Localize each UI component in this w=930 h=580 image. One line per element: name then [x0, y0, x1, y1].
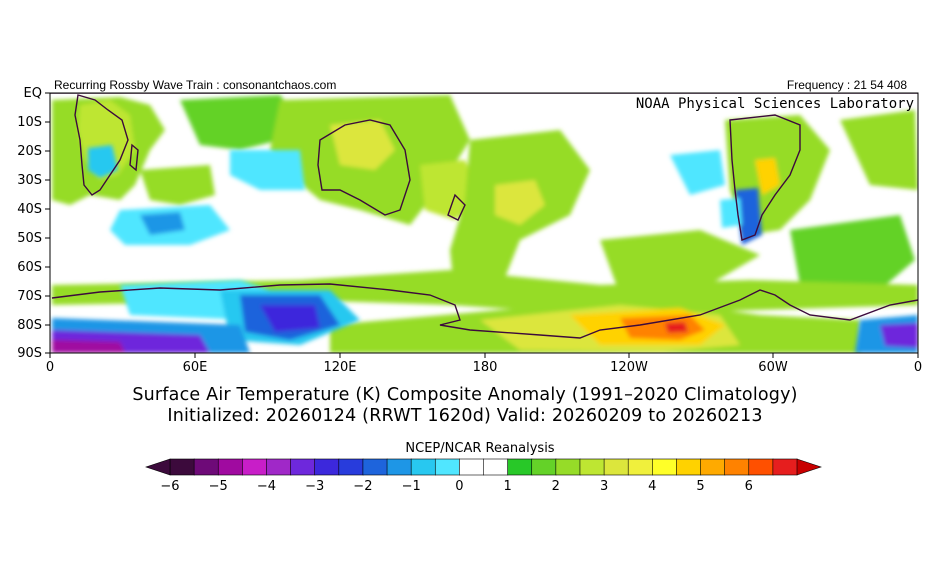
- lon-ticks: [49, 353, 919, 358]
- coastline-africa: [74, 94, 129, 196]
- cool-region-weddell-core: [880, 323, 918, 348]
- cool-region-east-antarctica-core: [260, 305, 320, 332]
- colorbar-swatch: [193, 458, 219, 476]
- warm-region-south-atlantic-east: [790, 215, 915, 290]
- colorbar-swatch: [217, 458, 243, 476]
- warm-anomalies: [52, 95, 918, 353]
- coastline-new-zealand: [447, 193, 466, 221]
- map-frame: [49, 92, 919, 354]
- colorbar-swatch: [483, 458, 509, 476]
- lat-label-50s: 50S: [17, 231, 42, 246]
- colorbar-swatch: [555, 458, 581, 476]
- colorbar-swatch: [314, 458, 340, 476]
- lat-label-30s: 30S: [17, 173, 42, 188]
- colorbar-swatch: [507, 458, 533, 476]
- warm-region-australia-core: [330, 120, 395, 170]
- colorbar-swatch: [290, 458, 316, 476]
- cool-region-east-indian: [230, 150, 305, 190]
- lat-label-eq: EQ: [23, 86, 42, 101]
- colorbar-swatch: [338, 458, 364, 476]
- colorbar-tick-label: −1: [401, 479, 421, 494]
- colorbar-tick-label: −2: [353, 479, 373, 494]
- warm-region-indian-ocean: [140, 165, 215, 205]
- lat-label-10s: 10S: [17, 115, 42, 130]
- colorbar-swatch: [459, 458, 485, 476]
- lat-label-70s: 70S: [17, 289, 42, 304]
- coastline-antarctica: [51, 283, 918, 339]
- warm-region-south-pacific-core: [495, 180, 545, 225]
- lat-label-80s: 80S: [17, 318, 42, 333]
- colorbar-max-arrow: [796, 458, 822, 476]
- lon-label-120e: 120E: [323, 360, 357, 375]
- lon-label-0-right: 0: [913, 360, 923, 375]
- warm-region-west-indian: [180, 95, 300, 150]
- colorbar-tick-label: 3: [599, 479, 609, 494]
- lon-label-120w: 120W: [610, 360, 648, 375]
- cool-region-pacific: [670, 150, 725, 195]
- colorbar: [145, 458, 822, 476]
- lat-ticks: [45, 92, 50, 354]
- lon-label-60e: 60E: [182, 360, 208, 375]
- colorbar-tick-label: 1: [503, 479, 512, 494]
- colorbar-swatch: [748, 458, 774, 476]
- warm-region-east-pacific: [600, 230, 760, 295]
- colorbar-tick-label: 6: [744, 479, 753, 494]
- cool-region-patagonia: [735, 188, 762, 245]
- coastline-australia: [317, 119, 411, 216]
- colorbar-swatch: [434, 458, 460, 476]
- colorbar-swatch: [724, 458, 750, 476]
- colorbar-tick-label: −3: [305, 479, 325, 494]
- colorbar-swatch: [362, 458, 388, 476]
- cool-band-antarctic-coast-core: [52, 340, 125, 353]
- anomaly-field: [50, 93, 918, 353]
- warm-region-west-antarctica-core: [620, 315, 705, 340]
- colorbar-tick-label: 4: [648, 479, 657, 494]
- warm-band-southern-ocean: [52, 270, 918, 315]
- colorbar-tick-label: −4: [256, 479, 277, 494]
- header-source-text: Recurring Rossby Wave Train : consonantc…: [54, 78, 337, 92]
- figure-title-line-2: Initialized: 20260124 (RRWT 1620d) Valid…: [167, 406, 763, 426]
- colorbar-tick-label: −6: [160, 479, 180, 494]
- header-frequency-text: Frequency : 21 54 408: [786, 78, 907, 92]
- colorbar-swatch: [603, 458, 629, 476]
- colorbar-tick-label: 0: [455, 479, 464, 494]
- colorbar-min-arrow: [145, 458, 171, 476]
- lon-label-60w: 60W: [758, 360, 788, 375]
- warm-peak: [665, 322, 688, 333]
- colorbar-tick-label: −5: [208, 479, 228, 494]
- lon-label-0-left: 0: [45, 360, 55, 375]
- warm-region-far-east: [840, 110, 918, 190]
- lon-label-180: 180: [472, 360, 498, 375]
- colorbar-swatch: [531, 458, 557, 476]
- colorbar-swatch: [772, 458, 798, 476]
- colorbar-tick-label: 5: [696, 479, 705, 494]
- cool-anomalies: [52, 145, 918, 353]
- colorbar-swatch: [627, 458, 653, 476]
- coastlines: [51, 94, 918, 339]
- colorbar-swatch: [700, 458, 726, 476]
- colorbar-swatch: [242, 458, 268, 476]
- figure-title-line-1: Surface Air Temperature (K) Composite An…: [132, 385, 798, 405]
- colorbar-swatch: [410, 458, 436, 476]
- colorbar-swatch: [169, 458, 195, 476]
- coastline-south-america: [729, 114, 801, 241]
- cool-region-south-africa: [88, 145, 118, 178]
- cool-region-indian-ocean-core: [140, 212, 185, 235]
- colorbar-swatch: [676, 458, 702, 476]
- coastline-madagascar: [129, 143, 139, 172]
- warm-region-south-america-core: [755, 158, 780, 195]
- colorbar-tick-label: 2: [551, 479, 560, 494]
- lat-label-90s: 90S: [17, 346, 42, 361]
- lat-label-20s: 20S: [17, 144, 42, 159]
- lab-name: NOAA Physical Sciences Laboratory: [635, 96, 914, 112]
- colorbar-swatch: [386, 458, 412, 476]
- lat-label-60s: 60S: [17, 260, 42, 275]
- lat-label-40s: 40S: [17, 202, 42, 217]
- colorbar-swatch: [652, 458, 678, 476]
- colorbar-source-label: NCEP/NCAR Reanalysis: [405, 441, 555, 456]
- colorbar-swatch: [579, 458, 605, 476]
- colorbar-swatch: [266, 458, 292, 476]
